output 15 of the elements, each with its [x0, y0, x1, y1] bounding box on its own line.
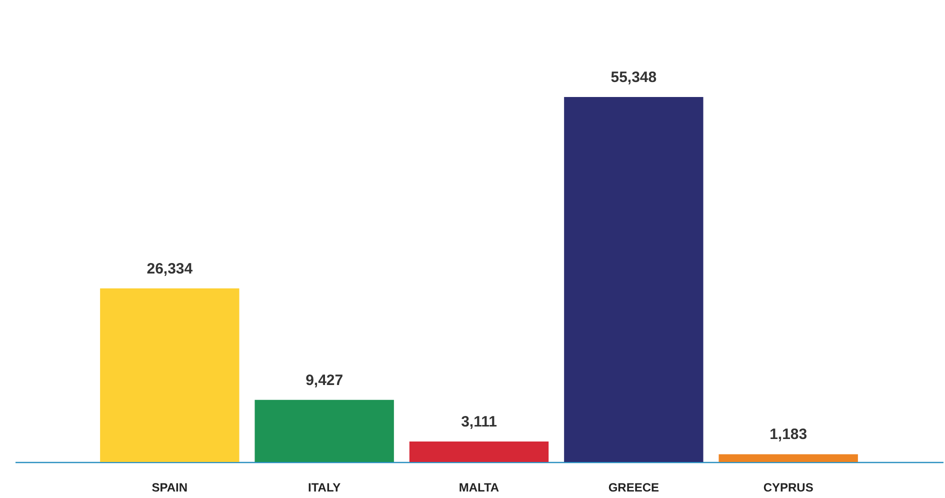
data-label: 1,183 — [770, 426, 808, 444]
bar — [409, 441, 549, 462]
bar — [100, 288, 240, 462]
bar — [718, 454, 858, 462]
x-tick-label: MALTA — [458, 480, 500, 494]
bar — [254, 400, 394, 462]
data-label: 9,427 — [306, 372, 344, 389]
data-label: 26,334 — [146, 260, 194, 278]
x-tick-label: CYPRUS — [763, 480, 814, 494]
x-tick-label: ITALY — [308, 480, 341, 494]
data-label: 3,111 — [461, 413, 497, 430]
x-tick-label: SPAIN — [152, 480, 188, 494]
data-label: 55,348 — [610, 69, 657, 86]
x-tick-label: GREECE — [608, 480, 660, 494]
bar — [564, 97, 704, 462]
